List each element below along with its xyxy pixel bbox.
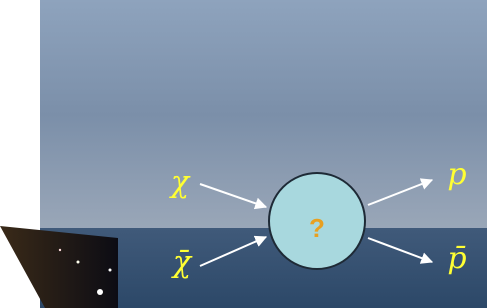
sky (40, 0, 487, 230)
star (109, 269, 112, 272)
star (59, 249, 61, 251)
diagram: ? χ χ̄ p p̄ (0, 0, 487, 308)
galaxy (0, 226, 118, 308)
particle-label: χ̄ (171, 245, 193, 280)
particle-label: p (447, 157, 466, 192)
particle-label: p̄ (447, 241, 466, 276)
particle-label: χ (169, 165, 191, 200)
vertex-label: ? (309, 213, 325, 243)
star (77, 261, 80, 264)
page: ? χ χ̄ p p̄ (() => { const data = JSON.p… (0, 0, 487, 308)
star (97, 289, 103, 295)
